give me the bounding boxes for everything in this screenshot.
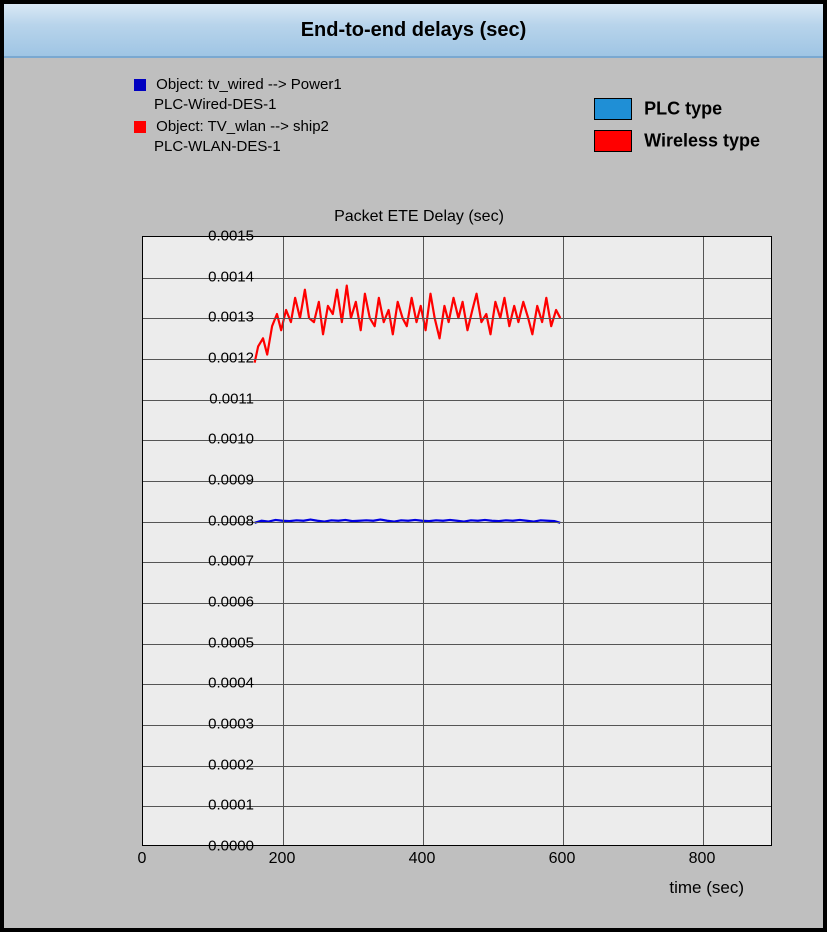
legend-box-1-label: PLC type xyxy=(644,99,722,119)
series-line-PLC-WLAN-DES-1 xyxy=(255,286,561,363)
legend-item-1: Object: tv_wired --> Power1 xyxy=(134,76,342,93)
x-axis-title: time (sec) xyxy=(669,878,744,898)
x-tick-label: 0 xyxy=(138,850,147,868)
series-svg xyxy=(143,237,771,845)
legend-marker-icon xyxy=(134,121,146,133)
window-title: End-to-end delays (sec) xyxy=(301,19,527,42)
y-tick-label: 0.0000 xyxy=(164,838,254,855)
legend-item-1-line1: Object: tv_wired --> Power1 xyxy=(156,76,342,93)
y-tick-label: 0.0001 xyxy=(164,797,254,814)
legend-box-2: Wireless type xyxy=(594,130,760,152)
y-tick-label: 0.0014 xyxy=(164,268,254,285)
legend-item-1-line2: PLC-Wired-DES-1 xyxy=(154,96,277,113)
x-tick-label: 200 xyxy=(269,850,296,868)
x-tick-label: 800 xyxy=(689,850,716,868)
y-tick-label: 0.0005 xyxy=(164,634,254,651)
legend-item-1-sub: PLC-Wired-DES-1 xyxy=(154,96,277,113)
legend-swatch-icon xyxy=(594,130,632,152)
y-tick-label: 0.0003 xyxy=(164,716,254,733)
x-tick-label: 400 xyxy=(409,850,436,868)
legend-box-2-label: Wireless type xyxy=(644,131,760,151)
legend-item-2-line1: Object: TV_wlan --> ship2 xyxy=(156,118,329,135)
legend-box-1: PLC type xyxy=(594,98,722,120)
legend-swatch-icon xyxy=(594,98,632,120)
window-frame: End-to-end delays (sec) Object: tv_wired… xyxy=(0,0,827,932)
plot-region xyxy=(142,236,772,846)
title-bar: End-to-end delays (sec) xyxy=(4,4,823,58)
y-tick-label: 0.0012 xyxy=(164,350,254,367)
y-tick-label: 0.0006 xyxy=(164,594,254,611)
x-tick-label: 600 xyxy=(549,850,576,868)
y-tick-label: 0.0002 xyxy=(164,756,254,773)
y-tick-label: 0.0011 xyxy=(164,390,254,407)
y-tick-label: 0.0004 xyxy=(164,675,254,692)
y-tick-label: 0.0008 xyxy=(164,512,254,529)
content-area: Object: tv_wired --> Power1 PLC-Wired-DE… xyxy=(4,58,823,928)
chart-title: Packet ETE Delay (sec) xyxy=(44,208,794,226)
y-tick-label: 0.0009 xyxy=(164,472,254,489)
y-tick-label: 0.0015 xyxy=(164,228,254,245)
y-tick-label: 0.0007 xyxy=(164,553,254,570)
legend-marker-icon xyxy=(134,79,146,91)
legend-item-2: Object: TV_wlan --> ship2 xyxy=(134,118,329,135)
legend-item-2-sub: PLC-WLAN-DES-1 xyxy=(154,138,281,155)
y-tick-label: 0.0010 xyxy=(164,431,254,448)
y-tick-label: 0.0013 xyxy=(164,309,254,326)
chart-container: Packet ETE Delay (sec) 0.0000 0.0001 0.000… xyxy=(44,208,794,908)
legend-item-2-line2: PLC-WLAN-DES-1 xyxy=(154,138,281,155)
